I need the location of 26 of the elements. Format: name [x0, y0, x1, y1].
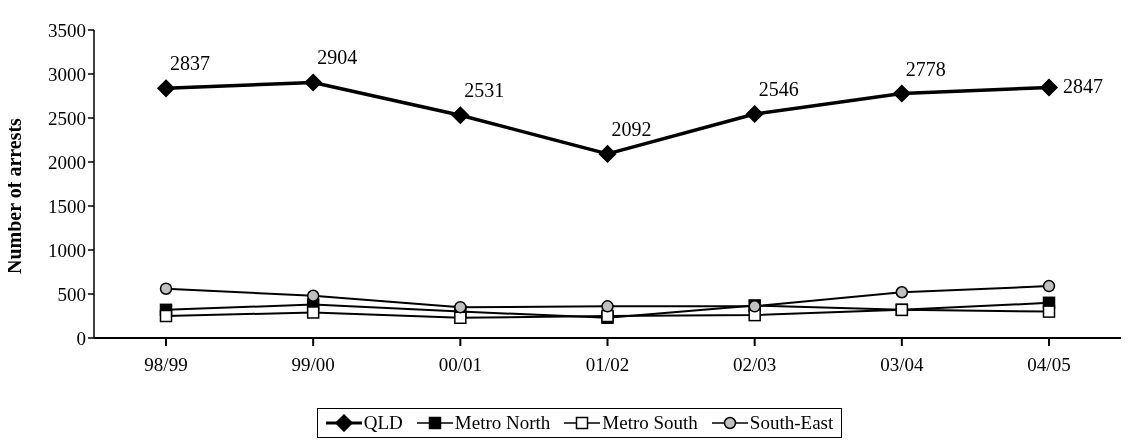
legend-label: Metro North: [454, 412, 551, 434]
data-label: 2778: [905, 57, 946, 80]
y-tick-label: 1000: [48, 239, 86, 261]
x-tick-label: 01/02: [585, 354, 630, 376]
y-tick-label: 3000: [48, 63, 86, 85]
legend-label: South-East: [749, 412, 834, 434]
y-tick-label: 500: [57, 283, 86, 305]
y-tick-label: 1500: [48, 195, 86, 217]
data-label: 2847: [1063, 75, 1103, 98]
y-tick-label: 2500: [48, 107, 86, 129]
y-tick-label: 2000: [48, 151, 86, 173]
data-label: 2546: [758, 77, 799, 100]
y-tick-label: 0: [76, 327, 86, 349]
x-tick-label: 04/05: [1027, 354, 1071, 376]
data-label: 2092: [611, 117, 652, 140]
x-tick-label: 00/01: [438, 354, 482, 376]
legend-label: Metro South: [602, 412, 698, 434]
y-tick-label: 3500: [48, 19, 86, 41]
data-label: 2837: [170, 52, 210, 75]
data-label: 2531: [464, 79, 505, 102]
legend-label: QLD: [363, 412, 403, 434]
x-tick-label: 02/03: [733, 354, 777, 376]
x-tick-label: 03/04: [880, 354, 924, 376]
x-tick-label: 98/99: [144, 354, 188, 376]
data-label: 2904: [317, 46, 358, 69]
x-tick-label: 99/00: [291, 354, 335, 376]
